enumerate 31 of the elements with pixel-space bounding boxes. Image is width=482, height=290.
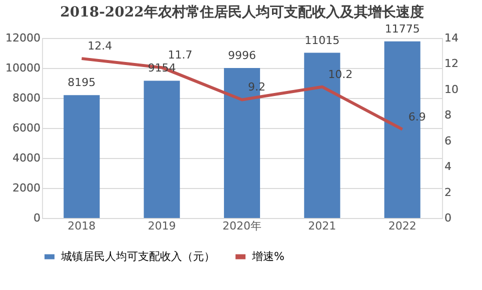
legend-label: 增速%	[251, 250, 284, 263]
y-tick-label: 12000	[6, 32, 40, 44]
y2-tick-label: 6	[444, 134, 452, 148]
bar	[144, 80, 180, 218]
data-label: 11.7	[168, 48, 192, 62]
y2-tick-label: 0	[444, 212, 452, 224]
bar	[64, 95, 100, 218]
x-tick-label: 2019	[148, 220, 176, 232]
y2-tick-label: 10	[444, 82, 458, 96]
y2-tick-label: 12	[444, 57, 458, 70]
y2-tick-label: 2	[444, 186, 452, 199]
data-label: 8195	[68, 76, 96, 90]
data-label: 11775	[384, 22, 420, 36]
y2-tick-label: 14	[444, 32, 458, 44]
y-tick-label: 6000	[12, 122, 40, 134]
data-label: 11015	[304, 34, 340, 47]
x-tick-label: 2022	[388, 220, 416, 232]
y-tick-label: 8000	[12, 92, 40, 104]
data-label: 12.4	[88, 40, 112, 53]
data-label: 9996	[228, 49, 256, 62]
chart-title: 2018-2022年农村常住居民人均可支配收入及其增长速度	[60, 3, 424, 20]
y2-tick-label: 8	[444, 108, 452, 122]
x-tick-label: 2020年	[222, 220, 262, 232]
y-tick-label: 4000	[12, 152, 40, 164]
legend-label: 城镇居民人均可支配收入（元）	[60, 250, 215, 263]
y-tick-label: 10000	[6, 62, 40, 74]
x-tick-label: 2021	[308, 220, 336, 232]
y-tick-label: 0	[34, 212, 40, 224]
x-tick-label: 2018	[68, 220, 96, 232]
y-tick-label: 2000	[12, 182, 40, 194]
y2-tick-label: 4	[444, 160, 452, 174]
